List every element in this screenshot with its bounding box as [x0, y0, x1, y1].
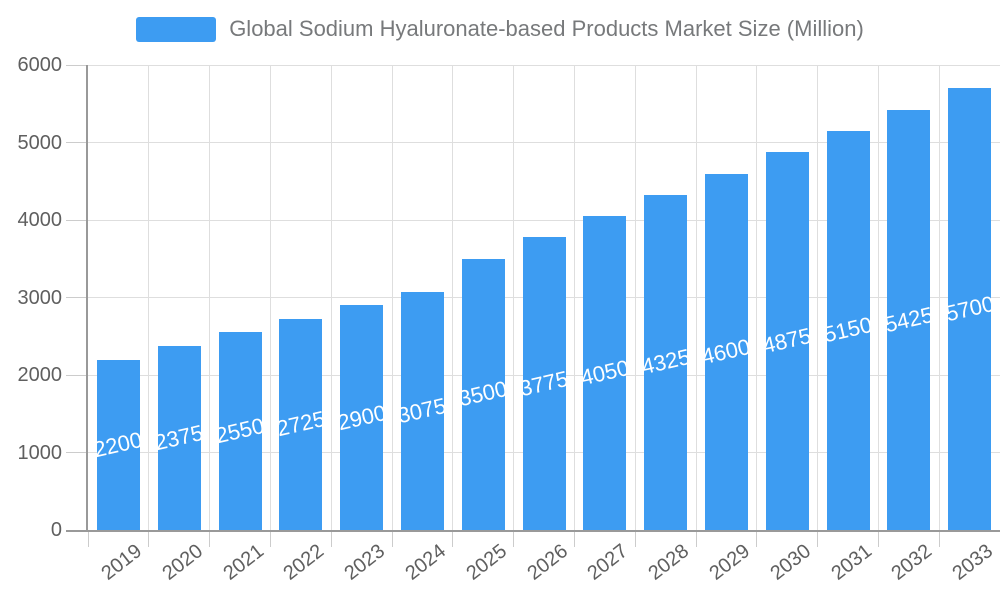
x-gridline: [269, 65, 271, 530]
x-axis-label: 2021: [218, 540, 268, 585]
x-axis-label: 2019: [97, 540, 146, 585]
bar-2030[interactable]: [765, 152, 809, 530]
x-axis-tick: [695, 530, 697, 547]
y-axis-label: 2000: [17, 364, 63, 386]
y-axis-tick: [66, 219, 88, 221]
x-axis-label: 2029: [705, 540, 754, 585]
x-axis-label: 2020: [158, 540, 207, 585]
x-gridline: [148, 65, 150, 530]
x-gridline: [573, 65, 575, 530]
y-axis-tick: [66, 297, 88, 298]
legend-swatch: [136, 16, 217, 42]
x-gridline: [209, 65, 211, 530]
x-axis-label: 2032: [887, 540, 937, 585]
x-axis-label: 2031: [826, 540, 876, 585]
y-axis-tick: [66, 64, 88, 66]
x-axis-label: 2023: [340, 540, 390, 585]
y-axis-label: 4000: [17, 209, 63, 231]
x-axis-line: [66, 530, 1000, 532]
bar-2033[interactable]: [948, 88, 992, 530]
x-axis-tick: [330, 530, 332, 547]
y-axis-tick: [66, 452, 88, 453]
x-axis-tick: [634, 530, 636, 547]
bar-2027[interactable]: [583, 216, 627, 530]
bar-2022[interactable]: [279, 318, 323, 530]
x-gridline: [391, 65, 393, 530]
x-axis-tick: [817, 530, 819, 547]
bar-2020[interactable]: [157, 345, 201, 530]
x-gridline: [330, 65, 332, 530]
x-axis-tick: [269, 530, 271, 547]
y-gridline: [88, 142, 1000, 143]
y-axis-label: 3000: [17, 286, 63, 309]
x-axis-tick: [573, 530, 575, 547]
bar-2026[interactable]: [522, 237, 566, 530]
x-axis-label: 2024: [401, 540, 450, 585]
x-gridline: [817, 65, 819, 530]
x-axis-tick: [87, 530, 89, 547]
bar-2031[interactable]: [826, 130, 870, 530]
y-axis-label: 1000: [17, 441, 63, 464]
bar-2032[interactable]: [887, 109, 931, 530]
y-axis-tick: [66, 142, 88, 143]
x-gridline: [877, 65, 879, 530]
x-axis-label: 2022: [279, 540, 329, 585]
y-gridline: [88, 219, 1000, 221]
x-gridline: [513, 65, 515, 530]
y-axis-label: 5000: [17, 131, 63, 154]
x-axis-tick: [513, 530, 515, 547]
x-axis-tick: [391, 530, 393, 547]
x-gridline: [756, 65, 758, 530]
bar-2024[interactable]: [400, 291, 444, 530]
legend-item[interactable]: Global Sodium Hyaluronate-based Products…: [0, 16, 1000, 42]
bar-2019[interactable]: [96, 359, 140, 530]
x-axis-label: 2033: [948, 540, 998, 585]
bar-2028[interactable]: [644, 194, 688, 530]
y-gridline: [88, 64, 1000, 66]
x-gridline: [938, 65, 940, 530]
bar-2025[interactable]: [461, 258, 505, 530]
x-axis-tick: [148, 530, 150, 547]
x-axis-label: 2028: [644, 540, 694, 585]
bar-2029[interactable]: [704, 173, 748, 530]
x-axis-tick: [452, 530, 454, 547]
x-axis-tick: [756, 530, 758, 547]
bar-2021[interactable]: [218, 332, 262, 530]
x-gridline: [452, 65, 454, 530]
legend-label: Global Sodium Hyaluronate-based Products…: [229, 16, 864, 41]
x-axis-tick: [209, 530, 211, 547]
y-axis-tick: [66, 374, 88, 376]
y-axis-line: [86, 65, 88, 530]
y-axis-label: 0: [50, 519, 62, 541]
bar-2023[interactable]: [340, 305, 384, 530]
x-axis-tick: [938, 530, 940, 547]
x-axis-label: 2026: [522, 540, 572, 585]
x-gridline: [695, 65, 697, 530]
y-axis-label: 6000: [17, 54, 63, 76]
x-axis-tick: [877, 530, 879, 547]
x-gridline: [634, 65, 636, 530]
x-axis-label: 2027: [583, 540, 633, 585]
x-axis-label: 2025: [462, 540, 511, 585]
x-axis-label: 2030: [766, 540, 815, 585]
